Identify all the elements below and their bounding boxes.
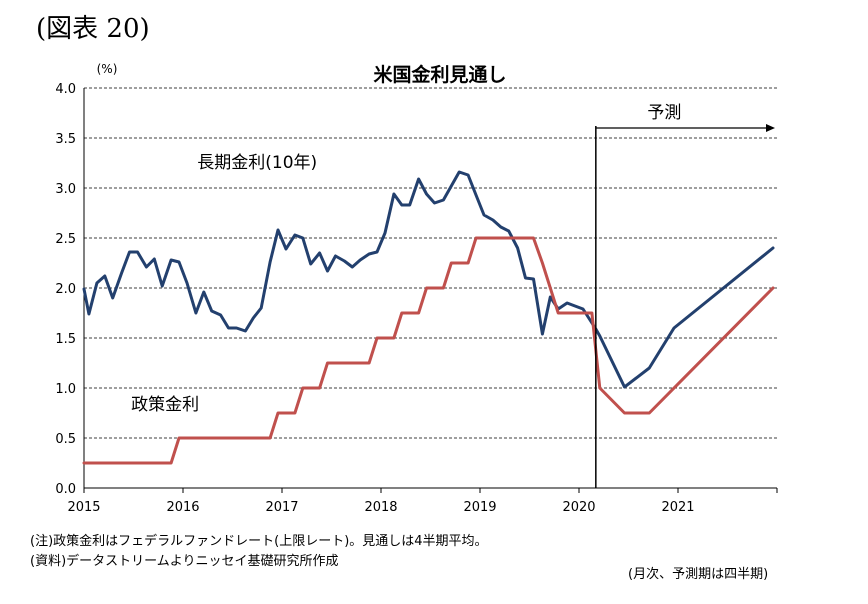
x-tick-label: 2020 bbox=[562, 500, 595, 515]
x-tick-label: 2015 bbox=[67, 500, 100, 515]
x-tick-label: 2017 bbox=[265, 500, 298, 515]
y-tick-label: 2.5 bbox=[55, 232, 76, 247]
forecast-marker: 予測 bbox=[595, 103, 775, 488]
long-term-rate-label: 長期金利(10年) bbox=[197, 153, 317, 173]
y-tick-label: 4.0 bbox=[55, 82, 76, 97]
forecast-label: 予測 bbox=[647, 103, 681, 123]
y-tick-label: 1.0 bbox=[55, 382, 76, 397]
x-tick-label: 2019 bbox=[463, 500, 496, 515]
y-tick-label: 0.0 bbox=[55, 482, 76, 497]
footnote-source: (資料)データストリームよりニッセイ基礎研究所作成 bbox=[30, 554, 339, 569]
tick-labels: 0.0 0.5 1.0 1.5 2.0 2.5 3.0 3.5 4.0 2015 2016 2017 2… bbox=[55, 82, 694, 515]
series-annotations: 長期金利(10年) 政策金利 bbox=[131, 153, 317, 415]
footnote-note: (注)政策金利はフェデラルファンドレート(上限レート)。見通しは4半期平均。 bbox=[30, 534, 488, 549]
series-lines bbox=[82, 170, 775, 465]
y-axis-unit: (%) bbox=[97, 62, 118, 76]
y-tick-label: 2.0 bbox=[55, 282, 76, 297]
policy-rate-line bbox=[82, 236, 775, 465]
forecast-arrowhead bbox=[766, 124, 775, 132]
y-tick-label: 1.5 bbox=[55, 332, 76, 347]
figure-label: (図表 20) bbox=[36, 14, 150, 44]
chart-title: 米国金利見通し bbox=[373, 63, 506, 86]
y-tick-label: 3.5 bbox=[55, 132, 76, 147]
footnote-frequency: (月次、予測期は四半期) bbox=[628, 567, 769, 582]
grid-lines bbox=[84, 87, 777, 439]
x-tick-label: 2016 bbox=[166, 500, 199, 515]
policy-rate-label: 政策金利 bbox=[131, 395, 199, 415]
y-tick-label: 3.0 bbox=[55, 182, 76, 197]
x-tick-label: 2018 bbox=[364, 500, 397, 515]
x-tick-label: 2021 bbox=[661, 500, 694, 515]
y-tick-label: 0.5 bbox=[55, 432, 76, 447]
long-term-rate-line bbox=[82, 170, 775, 389]
